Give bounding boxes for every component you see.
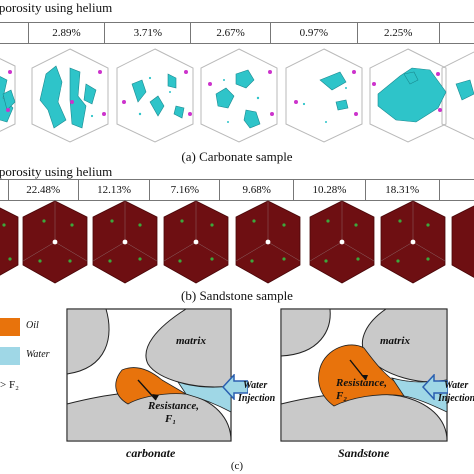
carbonate-cube [285,48,363,143]
porosity-cell [0,23,29,43]
porosity-cell: 18.31% [366,180,440,200]
sandstone-cube [0,207,19,276]
porosity-cell: 2.67% [191,23,272,43]
porosity-cell: 12.13% [79,180,151,200]
water-injection-arrow-left [222,374,248,400]
carbonate-force-label: F₁ [165,413,177,425]
sandstone-cube-strip [0,200,474,284]
porosity-cell: 10.28% [294,180,366,200]
sandstone-matrix-label: matrix [380,335,410,347]
water-injection-arrow-right [422,374,448,400]
carbonate-matrix-label: matrix [176,335,206,347]
carbonate-cube [31,48,109,143]
sandstone-injection-label-1: Water [444,380,469,391]
legend-water-swatch [0,347,20,365]
carbonate-schematic [66,308,232,442]
porosity-cell: 22.48% [9,180,79,200]
sandstone-force-label: F₂ [336,390,348,402]
porosity-cell [440,180,474,200]
carbonate-injection-label-2: Injection [238,393,276,404]
carbonate-resistance-label: Resistance, [148,400,200,412]
carbonate-porosity-row: 2.89% 3.71% 2.67% 0.97% 2.25% [0,22,474,44]
sandstone-porosity-row: 22.48% 12.13% 7.16% 9.68% 10.28% 18.31% [0,179,474,201]
sandstone-cube [451,205,474,278]
carbonate-cube [441,51,474,140]
carbonate-cube [0,58,16,132]
carbonate-panel-title: carbonate [126,446,176,460]
legend-oil-swatch [0,318,20,336]
porosity-cell: 9.68% [220,180,295,200]
carbonate-caption: (a) Carbonate sample [181,149,293,164]
carbonate-cube [200,48,278,143]
porosity-cell: 0.97% [271,23,358,43]
schematic-caption: (c) [230,460,244,472]
sandstone-panel-title: Sandstone [338,446,390,460]
carbonate-cube [116,48,194,143]
sandstone-resistance-label: Resistance, [336,377,388,389]
porosity-cell: 2.89% [29,23,106,43]
sandstone-injection-label-2: Injection [438,393,474,404]
porosity-cell [0,180,9,200]
legend-relation: > F₂ [0,379,19,391]
sandstone-caption: (b) Sandstone sample [181,288,293,303]
carbonate-cube-strip [0,48,474,143]
porosity-cell: 3.71% [105,23,192,43]
carbonate-injection-label-1: Water [243,380,268,391]
sandstone-header: l porosity using helium [0,164,113,179]
sandstone-schematic [280,308,448,442]
porosity-cell: 2.25% [358,23,440,43]
legend-oil-label: Oil [26,320,39,331]
carbonate-header: l porosity using helium [0,0,113,15]
porosity-cell: 7.16% [150,180,221,200]
porosity-cell [440,23,474,43]
carbonate-cube [369,48,447,143]
legend-water-label: Water [26,349,50,360]
